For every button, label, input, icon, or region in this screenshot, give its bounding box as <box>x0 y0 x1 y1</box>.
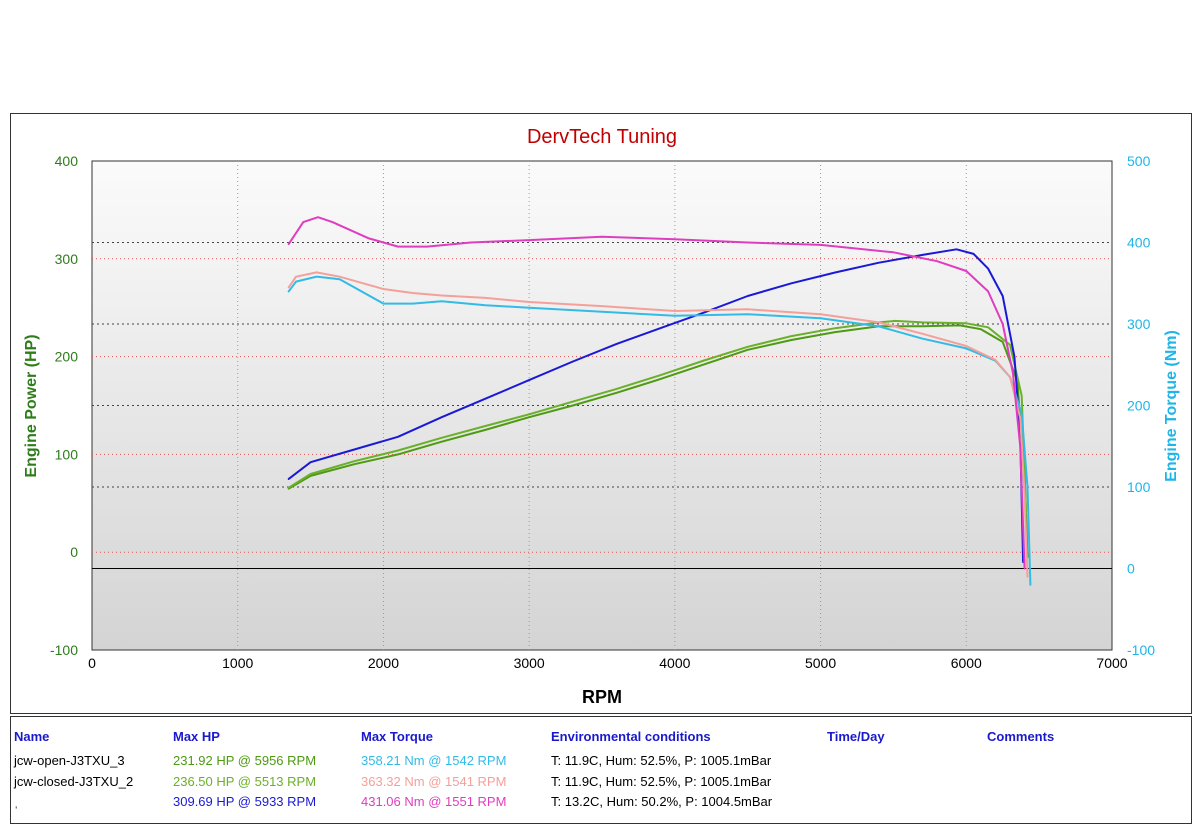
x-tick-label: 0 <box>88 655 96 671</box>
header-max-hp: Max HP <box>173 729 220 744</box>
y-right-tick-label: 500 <box>1127 153 1151 169</box>
torque-line <box>287 271 1029 578</box>
x-tick-label: 2000 <box>368 655 399 671</box>
y-left-tick-label: 100 <box>55 446 79 462</box>
row-max-hp: 236.50 HP @ 5513 RPM <box>173 774 317 789</box>
row-env: T: 11.9C, Hum: 52.5%, P: 1005.1mBar <box>551 774 772 789</box>
header-env: Environmental conditions <box>551 729 711 744</box>
y-left-tick-label: 0 <box>70 544 78 560</box>
y-right-tick-label: 200 <box>1127 398 1151 414</box>
x-tick-label: 5000 <box>805 655 836 671</box>
series-layer <box>287 216 1032 586</box>
power-line <box>287 248 1025 563</box>
power-line <box>287 319 1027 515</box>
x-tick-label: 1000 <box>222 655 253 671</box>
y-right-tick-label: 400 <box>1127 235 1151 251</box>
x-tick-label: 6000 <box>951 655 982 671</box>
y-right-tick-label: 300 <box>1127 316 1151 332</box>
x-tick-label: 4000 <box>659 655 690 671</box>
tick-labels: 0 1000 2000 3000 4000 5000 6000 7000-1000100200… <box>50 153 1155 671</box>
row-env: T: 11.9C, Hum: 52.5%, P: 1005.1mBar <box>551 753 772 768</box>
header-time: Time/Day <box>827 729 885 744</box>
results-table: Name Max HP Max Torque Environmental con… <box>10 716 1192 824</box>
y-right-tick-label: 100 <box>1127 479 1151 495</box>
y-right-tick-label: 0 <box>1127 561 1135 577</box>
x-tick-label: 3000 <box>514 655 545 671</box>
row-max-torque: 431.06 Nm @ 1551 RPM <box>361 794 507 809</box>
grid-lines <box>92 161 1112 650</box>
y-left-tick-label: 200 <box>55 349 79 365</box>
y-right-tick-label: -100 <box>1127 642 1155 658</box>
y-left-tick-label: 300 <box>55 251 79 267</box>
x-tick-label: 7000 <box>1096 655 1127 671</box>
header-max-torque: Max Torque <box>361 729 433 744</box>
row-max-hp: 231.92 HP @ 5956 RPM <box>173 753 317 768</box>
chart-title: DervTech Tuning <box>527 126 677 148</box>
y-axis-right-label: Engine Torque (Nm) <box>1163 330 1180 482</box>
x-axis-label: RPM <box>582 687 622 707</box>
chart-panel: 0 1000 2000 3000 4000 5000 6000 7000 -100 0 100 200… <box>10 113 1192 714</box>
y-left-tick-label: -100 <box>50 642 78 658</box>
row-max-torque: 358.21 Nm @ 1542 RPM <box>361 753 507 768</box>
row-max-torque: 363.32 Nm @ 1541 RPM <box>361 774 507 789</box>
dyno-chart: 0 1000 2000 3000 4000 5000 6000 7000-1000100200… <box>23 126 1180 707</box>
row-name: ˌ <box>14 794 19 809</box>
power-line <box>287 324 1029 559</box>
y-axis-left-label: Engine Power (HP) <box>23 334 40 477</box>
header-comments: Comments <box>987 729 1055 744</box>
row-name: jcw-closed-J3TXU_2 <box>14 774 134 789</box>
row-name: jcw-open-J3TXU_3 <box>14 753 125 768</box>
row-max-hp: 309.69 HP @ 5933 RPM <box>173 794 317 809</box>
torque-line <box>287 216 1026 570</box>
row-env: T: 13.2C, Hum: 50.2%, P: 1004.5mBar <box>551 794 773 809</box>
y-left-tick-label: 400 <box>55 153 79 169</box>
header-name: Name <box>14 729 50 744</box>
